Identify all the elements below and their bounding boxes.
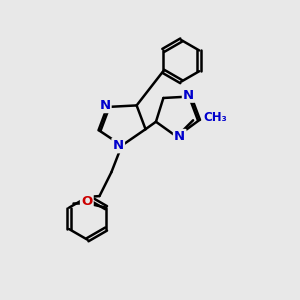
Text: N: N	[112, 139, 124, 152]
Text: N: N	[174, 130, 185, 143]
Text: CH₃: CH₃	[203, 111, 227, 124]
Text: N: N	[183, 88, 194, 101]
Text: N: N	[99, 99, 110, 112]
Text: O: O	[81, 195, 92, 208]
